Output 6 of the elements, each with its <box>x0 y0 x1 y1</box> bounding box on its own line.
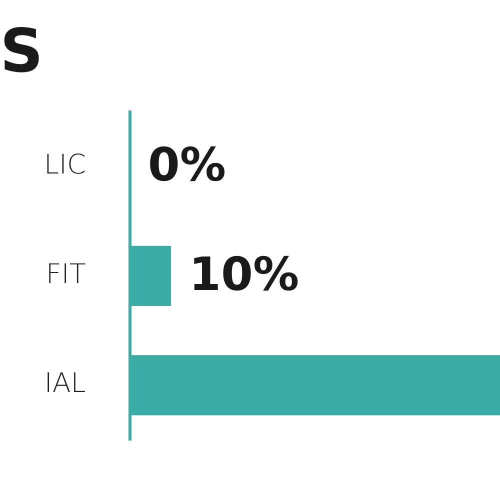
y-tick-label: LIC <box>44 150 86 181</box>
data-label: 10% <box>188 246 300 301</box>
y-tick-label: IAL <box>44 368 86 400</box>
data-label: 0% <box>148 138 226 192</box>
chart-title: S <box>0 16 44 87</box>
y-tick-label: FIT <box>46 258 86 290</box>
